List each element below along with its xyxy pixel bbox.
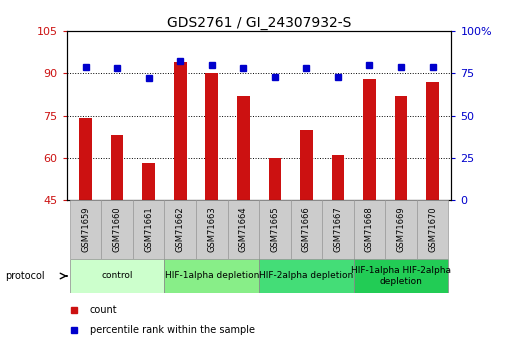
Text: GSM71663: GSM71663 [207,207,216,252]
FancyBboxPatch shape [353,259,448,293]
Text: control: control [102,272,133,280]
Bar [205,73,218,200]
FancyBboxPatch shape [196,200,228,259]
FancyBboxPatch shape [385,200,417,259]
Text: GSM71662: GSM71662 [176,207,185,252]
Bar [80,118,92,200]
FancyBboxPatch shape [228,200,259,259]
Bar [300,130,313,200]
FancyBboxPatch shape [259,259,353,293]
Text: GSM71659: GSM71659 [81,207,90,252]
Bar [111,135,124,200]
Bar [394,96,407,200]
Bar [426,82,439,200]
FancyBboxPatch shape [259,200,290,259]
Bar [331,155,344,200]
FancyBboxPatch shape [417,200,448,259]
FancyBboxPatch shape [70,259,165,293]
FancyBboxPatch shape [165,259,259,293]
Bar [143,164,155,200]
FancyBboxPatch shape [353,200,385,259]
Text: GSM71666: GSM71666 [302,207,311,252]
Bar [237,96,250,200]
FancyBboxPatch shape [290,200,322,259]
FancyBboxPatch shape [322,200,353,259]
Bar [174,62,187,200]
Text: GSM71669: GSM71669 [397,207,405,252]
Text: GSM71660: GSM71660 [113,207,122,252]
Text: GSM71665: GSM71665 [270,207,280,252]
Text: count: count [90,305,117,315]
Text: HIF-1alpha HIF-2alpha
depletion: HIF-1alpha HIF-2alpha depletion [351,266,451,286]
Text: percentile rank within the sample: percentile rank within the sample [90,325,255,335]
Text: GSM71664: GSM71664 [239,207,248,252]
FancyBboxPatch shape [165,200,196,259]
Bar [268,158,281,200]
FancyBboxPatch shape [133,200,165,259]
Text: GSM71670: GSM71670 [428,207,437,252]
Text: GSM71667: GSM71667 [333,207,342,252]
Text: HIF-2alpha depletion: HIF-2alpha depletion [259,272,353,280]
FancyBboxPatch shape [102,200,133,259]
Title: GDS2761 / GI_24307932-S: GDS2761 / GI_24307932-S [167,16,351,30]
Text: protocol: protocol [5,271,45,281]
Text: GSM71661: GSM71661 [144,207,153,252]
Text: GSM71668: GSM71668 [365,207,374,252]
FancyBboxPatch shape [70,200,102,259]
Bar [363,79,376,200]
Text: HIF-1alpha depletion: HIF-1alpha depletion [165,272,259,280]
